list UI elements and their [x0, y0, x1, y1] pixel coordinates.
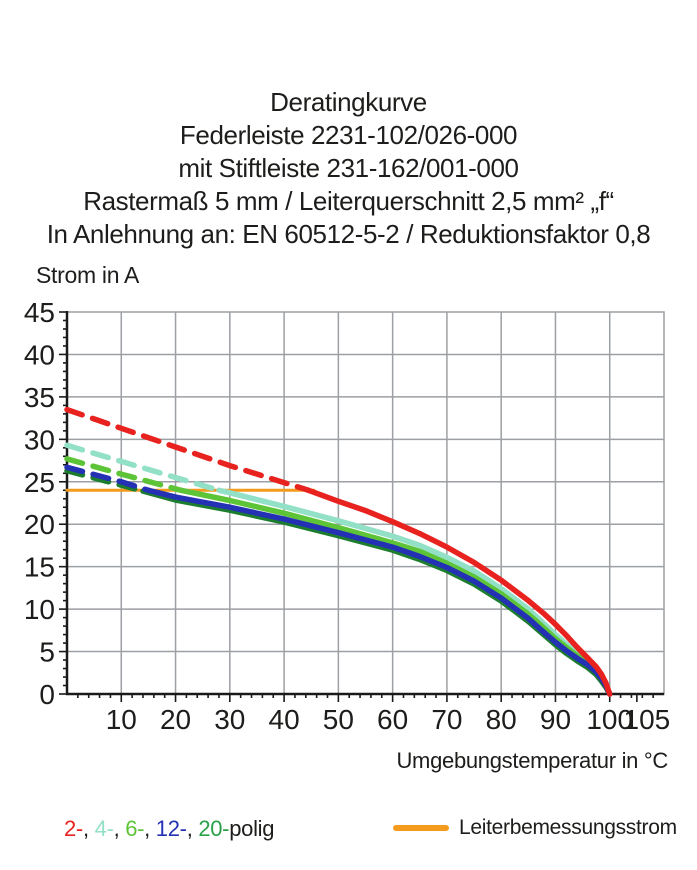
y-tick-40: 40	[24, 339, 55, 370]
legend-pole-12-label: 12-	[155, 816, 187, 841]
curve-2-polig-solid	[305, 487, 613, 697]
y-tick-35: 35	[24, 382, 55, 413]
x-tick-30: 30	[214, 704, 245, 735]
x-tick-60: 60	[377, 704, 408, 735]
y-tick-10: 10	[24, 594, 55, 625]
title-line-5: In Anlehnung an: EN 60512-5-2 / Reduktio…	[46, 219, 651, 249]
curve-2-polig-dashed	[64, 406, 312, 494]
legend-separator: ,	[113, 816, 126, 841]
title-line-3: mit Stiftleiste 231-162/001-000	[178, 153, 519, 183]
y-tick-15: 15	[24, 552, 55, 583]
x-tick-70: 70	[431, 704, 462, 735]
legend-pole-2-label: 2-	[64, 816, 83, 841]
x-tick-40: 40	[269, 704, 300, 735]
y-axis-label: Strom in A	[36, 262, 140, 288]
derating-plot: 0 5 10 15 20 25 30 35 40 45 10 20 30 40 50 60 70 80 90 1001…	[24, 297, 671, 735]
reference-line-label: Leiterbemessungsstrom	[459, 816, 677, 839]
x-tick-80: 80	[486, 704, 517, 735]
x-tick-10: 10	[106, 704, 137, 735]
grid-lines	[66, 311, 665, 695]
y-tick-5: 5	[39, 637, 55, 668]
x-tick-100: 100	[586, 704, 633, 735]
x-tick-90: 90	[540, 704, 571, 735]
curve-6-polig-dashed	[64, 456, 184, 494]
y-tick-0: 0	[39, 679, 55, 710]
x-axis-label: Umgebungstemperatur in °C	[396, 748, 668, 773]
curve-12-polig-solid	[145, 487, 613, 697]
x-tick-105: 105	[624, 704, 671, 735]
legend-poles-suffix: polig	[229, 816, 275, 841]
legend-pole-20-label: 20-	[198, 816, 230, 841]
y-tick-20: 20	[24, 509, 55, 540]
curve-20-polig-solid	[140, 488, 613, 697]
legend-pole-4-label: 4-	[94, 816, 114, 841]
curve-4-polig-dashed	[64, 442, 222, 494]
x-tick-20: 20	[160, 704, 191, 735]
curve-12-polig-dashed	[64, 464, 152, 494]
curve-20-polig-dashed	[64, 467, 146, 494]
y-tick-30: 30	[24, 424, 55, 455]
legend-separator: ,	[186, 816, 199, 841]
legend-separator: ,	[82, 816, 95, 841]
legend-poles: 2-, 4-, 6-, 12-, 20-polig	[64, 816, 275, 842]
y-tick-25: 25	[24, 467, 55, 498]
title-line-2: Federleiste 2231-102/026-000	[179, 120, 518, 150]
reference-line-swatch	[393, 825, 449, 831]
legend-reference: Leiterbemessungsstrom	[393, 816, 677, 840]
legend-separator: ,	[144, 816, 156, 841]
title-line-4: Rastermaß 5 mm / Leiterquerschnitt 2,5 m…	[83, 186, 614, 216]
y-tick-45: 45	[24, 297, 55, 328]
legend-pole-6-label: 6-	[125, 816, 145, 841]
title-line-1: Deratingkurve	[270, 87, 427, 117]
chart-area: 0 5 10 15 20 25 30 35 40 45 10 20 30 40 50 60 70 80 90 100 1…	[0, 295, 697, 755]
chart-title-block: Deratingkurve Federleiste 2231-102/026-0…	[0, 86, 697, 251]
y-tick-labels: 0 5 10 15 20 25 30 35 40 45	[24, 297, 55, 710]
x-tick-50: 50	[323, 704, 354, 735]
